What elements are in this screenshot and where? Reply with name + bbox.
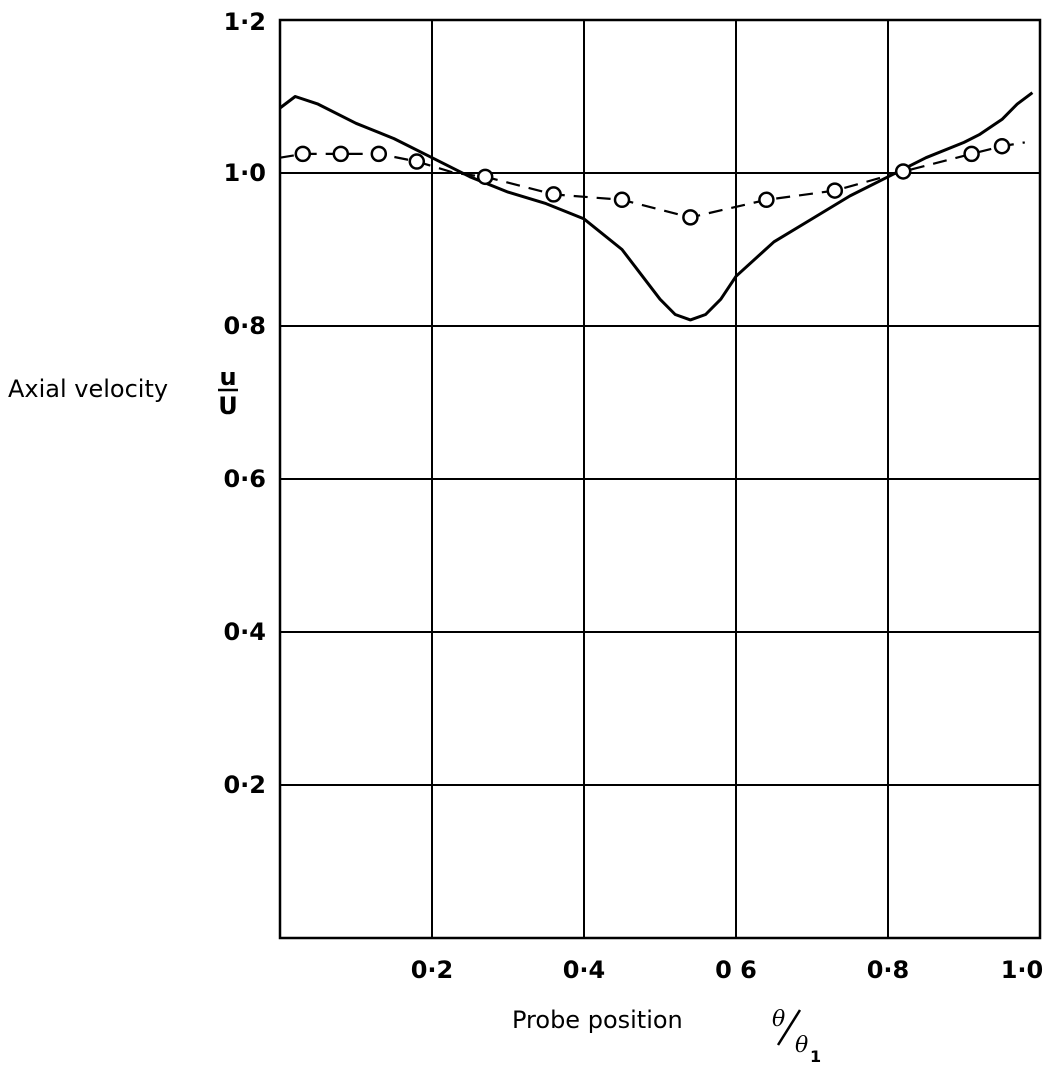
series-1-marker-8 [758, 191, 775, 209]
tick-labels: 0·2 0·4 0 6 0·8 1·0 0·2 0·4 0·6 0·8 1·0 1·2 [223, 8, 1043, 984]
series-1-marker-6 [613, 191, 631, 209]
series-1-marker-4 [476, 168, 494, 186]
y-axis-title: Axial velocity [8, 375, 168, 403]
series-1-marker-2 [370, 145, 388, 163]
x-tick-label-3: 0·8 [867, 956, 910, 984]
series-1-marker-5 [545, 186, 562, 203]
series-1-marker-1 [332, 145, 350, 163]
series-1-marker-3 [408, 153, 426, 170]
y-tick-label-5: 1·2 [223, 8, 266, 36]
series-1-marker-7 [682, 209, 699, 226]
series-1-marker-0 [294, 145, 312, 163]
y-fraction-numerator: u [219, 363, 236, 391]
plot-frame [278, 18, 1042, 940]
series-1-marker-12 [993, 137, 1011, 155]
series-layer [279, 91, 1034, 322]
x-axis-label: Probe position θ θ 1 [512, 1006, 821, 1066]
y-tick-label-0: 0·2 [223, 771, 266, 799]
x-tick-label-2: 0 6 [715, 956, 757, 984]
x-symbol-subscript: 1 [810, 1047, 821, 1066]
x-axis-title: Probe position [512, 1006, 683, 1034]
series-1-marker-9 [826, 182, 844, 199]
y-tick-label-3: 0·8 [223, 312, 266, 340]
series-1-marker-11 [963, 145, 980, 163]
grid-lines [280, 20, 1040, 938]
y-axis-label: Axial velocity u U [8, 363, 238, 420]
x-tick-label-4: 1·0 [1001, 956, 1044, 984]
series-1-marker-10 [894, 163, 912, 180]
series-line-0 [279, 91, 1034, 322]
y-tick-label-2: 0·6 [223, 465, 266, 493]
y-tick-label-4: 1·0 [223, 159, 266, 187]
x-symbol-numerator: θ [772, 1007, 785, 1032]
x-tick-label-0: 0·2 [411, 956, 454, 984]
x-symbol-slash [776, 1009, 802, 1046]
x-tick-label-1: 0·4 [563, 956, 606, 984]
plot-border [278, 18, 1042, 940]
y-tick-label-1: 0·4 [223, 618, 266, 646]
x-symbol-denominator: θ [795, 1033, 808, 1058]
y-fraction-denominator: U [218, 392, 238, 420]
series-line-1 [279, 141, 1025, 219]
